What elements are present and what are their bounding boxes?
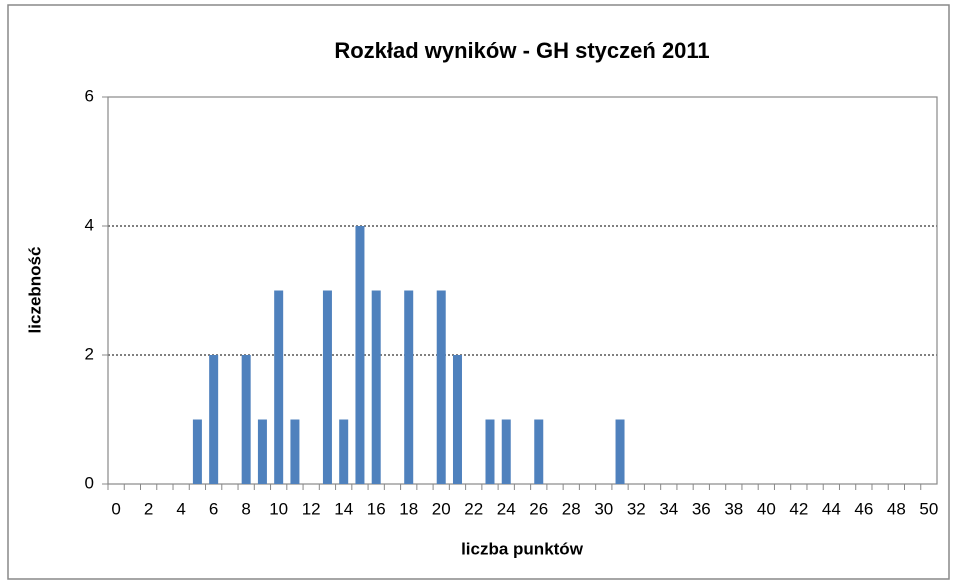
x-tick-label: 42 bbox=[789, 499, 808, 518]
bar bbox=[192, 419, 202, 484]
x-tick-label: 14 bbox=[334, 499, 353, 518]
x-tick-label: 12 bbox=[302, 499, 321, 518]
x-tick-label: 38 bbox=[724, 499, 743, 518]
bar bbox=[501, 419, 511, 484]
y-tick-label: 6 bbox=[85, 86, 94, 105]
chart-border bbox=[7, 4, 950, 580]
x-tick-label: 28 bbox=[562, 499, 581, 518]
x-axis-label: liczba punktów bbox=[461, 539, 584, 558]
y-tick-label: 2 bbox=[85, 344, 94, 363]
x-tick-label: 48 bbox=[887, 499, 906, 518]
x-tick-label: 32 bbox=[627, 499, 646, 518]
y-axis-label: liczebność bbox=[25, 247, 44, 334]
bar bbox=[534, 419, 544, 484]
bar bbox=[452, 355, 462, 484]
bar bbox=[615, 419, 625, 484]
bar bbox=[436, 290, 446, 484]
y-tick-label: 4 bbox=[85, 215, 94, 234]
x-tick-label: 6 bbox=[209, 499, 218, 518]
x-tick-label: 4 bbox=[176, 499, 185, 518]
y-tick-label: 0 bbox=[85, 473, 94, 492]
bar bbox=[241, 355, 251, 484]
bar bbox=[355, 226, 365, 484]
x-tick-label: 10 bbox=[269, 499, 288, 518]
x-tick-label: 24 bbox=[497, 499, 516, 518]
x-tick-label: 18 bbox=[399, 499, 418, 518]
x-tick-label: 30 bbox=[594, 499, 613, 518]
chart-title: Rozkład wyników - GH styczeń 2011 bbox=[334, 38, 709, 63]
x-tick-label: 8 bbox=[241, 499, 250, 518]
bar bbox=[274, 290, 284, 484]
x-tick-label: 36 bbox=[692, 499, 711, 518]
bar bbox=[209, 355, 219, 484]
plot-area bbox=[107, 96, 938, 485]
x-tick-label: 26 bbox=[529, 499, 548, 518]
bar bbox=[339, 419, 349, 484]
x-tick-label: 44 bbox=[822, 499, 841, 518]
bar bbox=[257, 419, 267, 484]
x-tick-label: 40 bbox=[757, 499, 776, 518]
x-tick-label: 22 bbox=[464, 499, 483, 518]
x-tick-label: 0 bbox=[111, 499, 120, 518]
bar bbox=[404, 290, 414, 484]
x-tick-label: 46 bbox=[854, 499, 873, 518]
x-tick-label: 50 bbox=[919, 499, 938, 518]
x-tick-label: 2 bbox=[144, 499, 153, 518]
bar bbox=[485, 419, 495, 484]
bar bbox=[322, 290, 332, 484]
bar bbox=[371, 290, 381, 484]
bar bbox=[290, 419, 300, 484]
x-tick-label: 20 bbox=[432, 499, 451, 518]
x-tick-label: 34 bbox=[659, 499, 678, 518]
x-tick-label: 16 bbox=[367, 499, 386, 518]
